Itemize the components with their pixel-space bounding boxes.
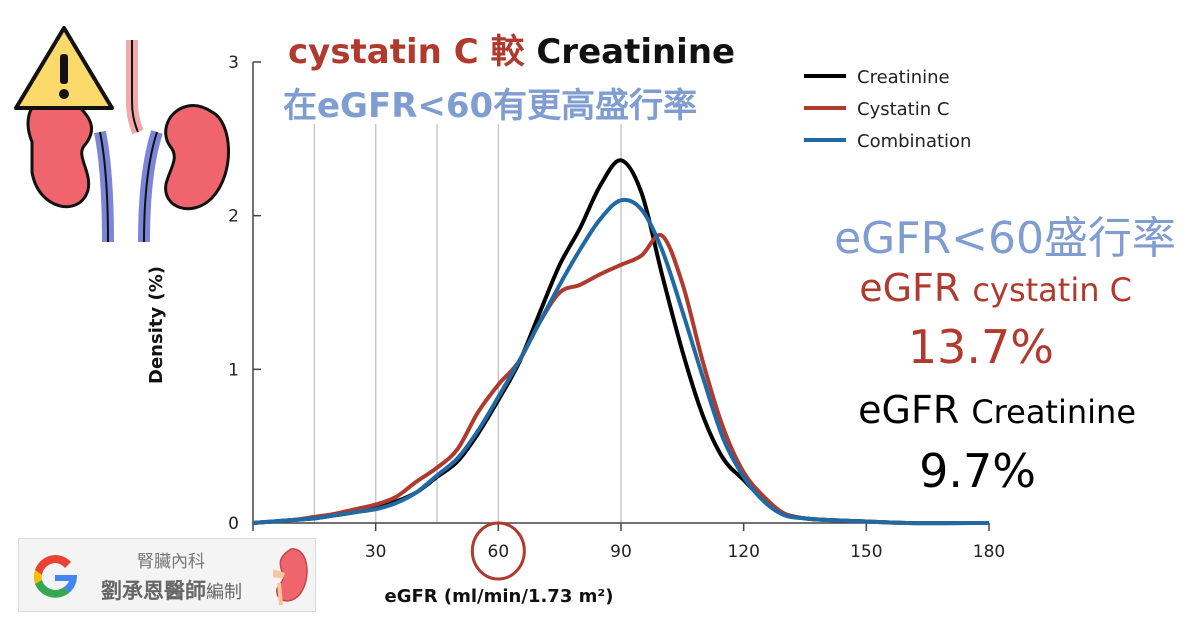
badge-author: 劉承恩醫師編制: [101, 575, 242, 605]
legend-label-cystatin-c: Cystatin C: [857, 99, 949, 120]
creatinine-label-main: eGFR: [858, 388, 960, 432]
creatinine-label: eGFR Creatinine: [858, 388, 1136, 432]
y-tick-label-3: 3: [228, 53, 239, 73]
cystatin-label-sub: cystatin C: [972, 271, 1132, 309]
legend-label-creatinine: Creatinine: [857, 67, 950, 88]
creatinine-label-sub: Creatinine: [971, 393, 1136, 431]
y-axis-label: Density (%): [146, 266, 167, 384]
cystatin-label: eGFR cystatin C: [859, 266, 1132, 310]
x-tick-label-150: 150: [850, 542, 882, 562]
google-g-icon: [33, 555, 78, 598]
x-tick-label-30: 30: [365, 542, 387, 562]
badge-author-suffix: 編制: [206, 582, 242, 603]
headline-line1: cystatin C 較 Creatinine: [288, 24, 735, 73]
series-line-combination: [252, 197, 990, 526]
cystatin-prevalence-value: 13.7%: [907, 320, 1054, 374]
x-tick-label-120: 120: [727, 542, 759, 562]
y-tick-label-1: 1: [228, 360, 239, 380]
prevalence-title: eGFR<60盛行率: [834, 213, 1176, 264]
badge-department: 腎臟內科: [137, 552, 205, 572]
x-tick-label-60: 60: [488, 542, 510, 562]
x-tick-label-90: 90: [610, 542, 632, 562]
x-tick-label-180: 180: [973, 542, 1005, 562]
headline-line1-black: Creatinine: [536, 32, 736, 72]
headline-line2: 在eGFR<60有更高盛行率: [283, 86, 698, 126]
badge-author-name: 劉承恩醫師: [101, 579, 206, 603]
kidney-warning-icon: [14, 26, 230, 243]
x-axis-label: eGFR (ml/min/1.73 m²): [385, 586, 614, 607]
y-tick-label-2: 2: [228, 207, 239, 227]
legend-label-combination: Combination: [857, 131, 971, 152]
highlight-circle-60: [470, 521, 526, 581]
kidney-mascot-icon: [273, 548, 308, 606]
author-badge: 腎臟內科 劉承恩醫師編制: [18, 538, 316, 612]
cystatin-label-main: eGFR: [859, 266, 961, 310]
creatinine-prevalence-value: 9.7%: [919, 444, 1036, 498]
y-tick-label-0: 0: [228, 514, 239, 534]
headline-line1-red: cystatin C 較: [288, 32, 525, 72]
